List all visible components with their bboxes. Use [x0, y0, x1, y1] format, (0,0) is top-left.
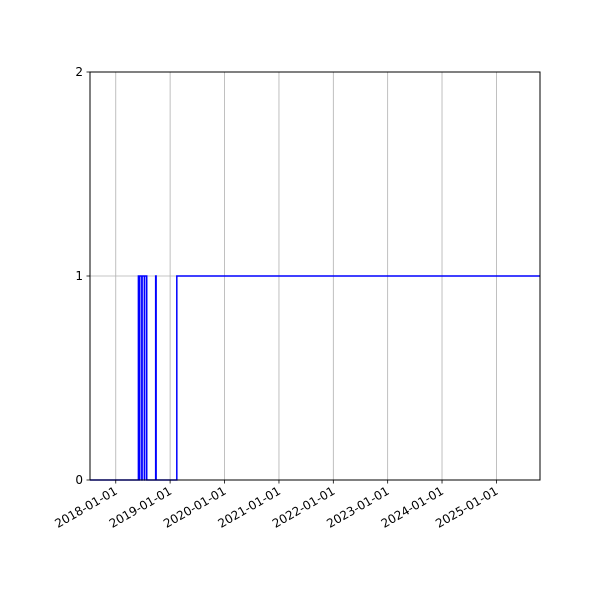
y-tick-label: 0	[75, 473, 83, 487]
series-line	[90, 275, 540, 481]
y-axis: 0 1 2	[75, 65, 90, 487]
y-tick-label: 1	[75, 269, 83, 283]
series-lines	[90, 275, 540, 481]
x-tick-label: 2025-01-01	[433, 484, 500, 531]
x-axis: 2018-01-012019-01-012020-01-012021-01-01…	[52, 480, 501, 531]
y-tick-label: 2	[75, 65, 83, 79]
